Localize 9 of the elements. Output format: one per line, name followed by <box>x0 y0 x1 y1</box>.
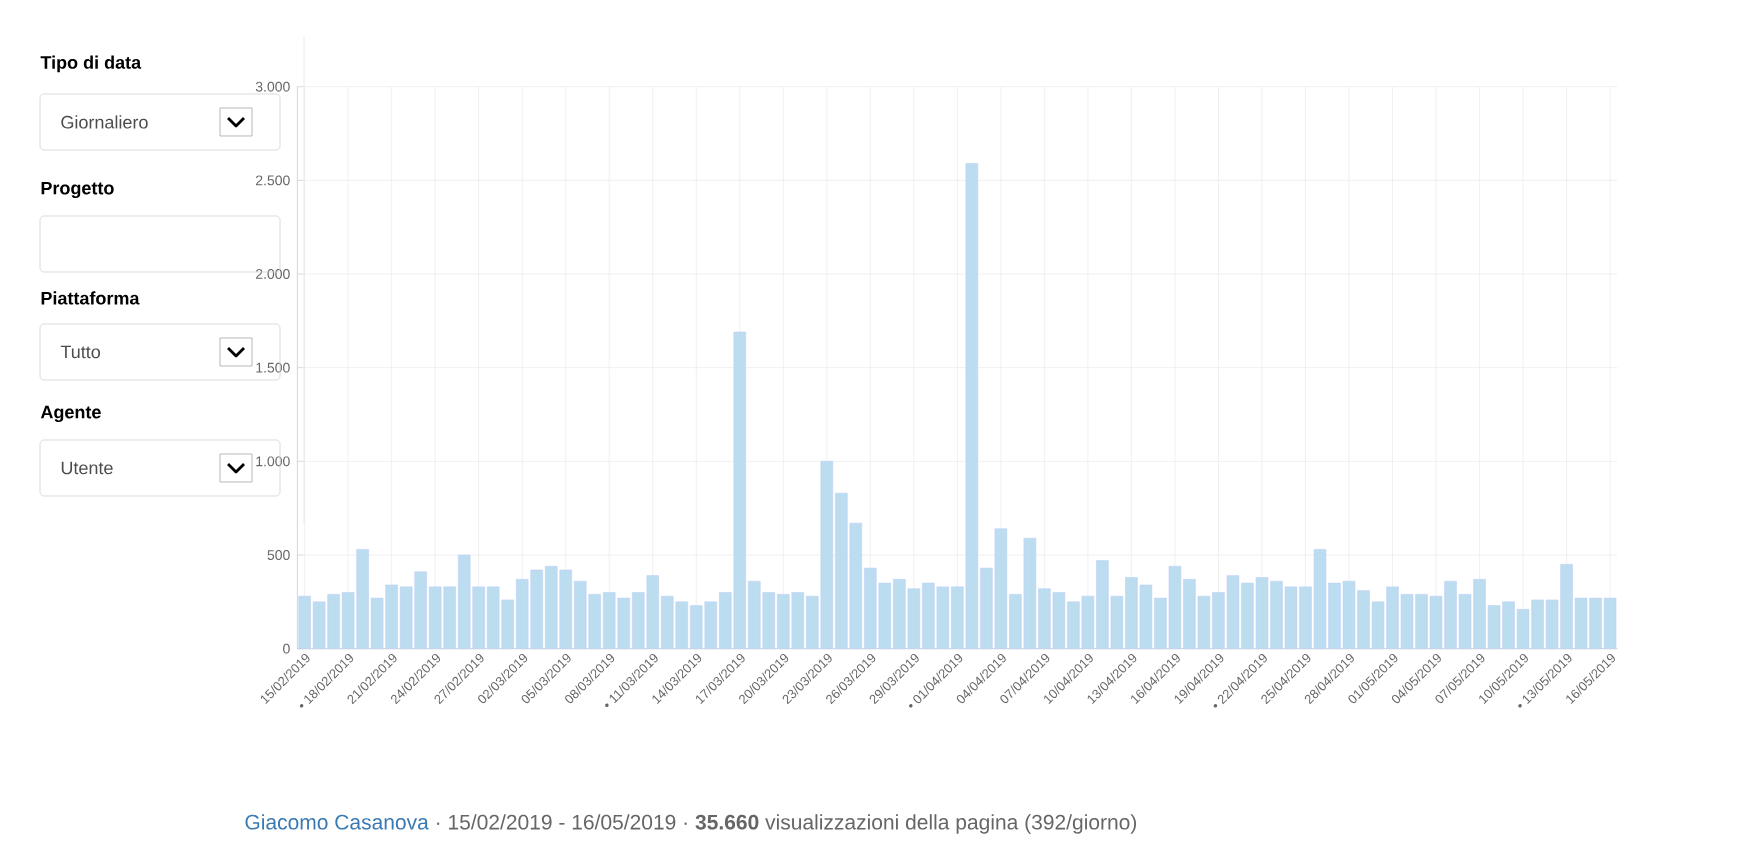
text: Tipo di data <box>40 55 142 73</box>
text: · 15/02/2019 - 16/05/2019 · 35.660 visualizzazioni della pagina (392/giorno) <box>437 814 1137 834</box>
text: Utente <box>61 461 113 475</box>
text: Tutto <box>60 345 101 359</box>
text: Agente <box>40 405 101 423</box>
text: Giornaliero <box>61 115 148 129</box>
text: Giacomo Casanova <box>245 814 429 830</box>
text: Piattaforma <box>41 291 140 305</box>
text: Progetto <box>41 181 114 199</box>
